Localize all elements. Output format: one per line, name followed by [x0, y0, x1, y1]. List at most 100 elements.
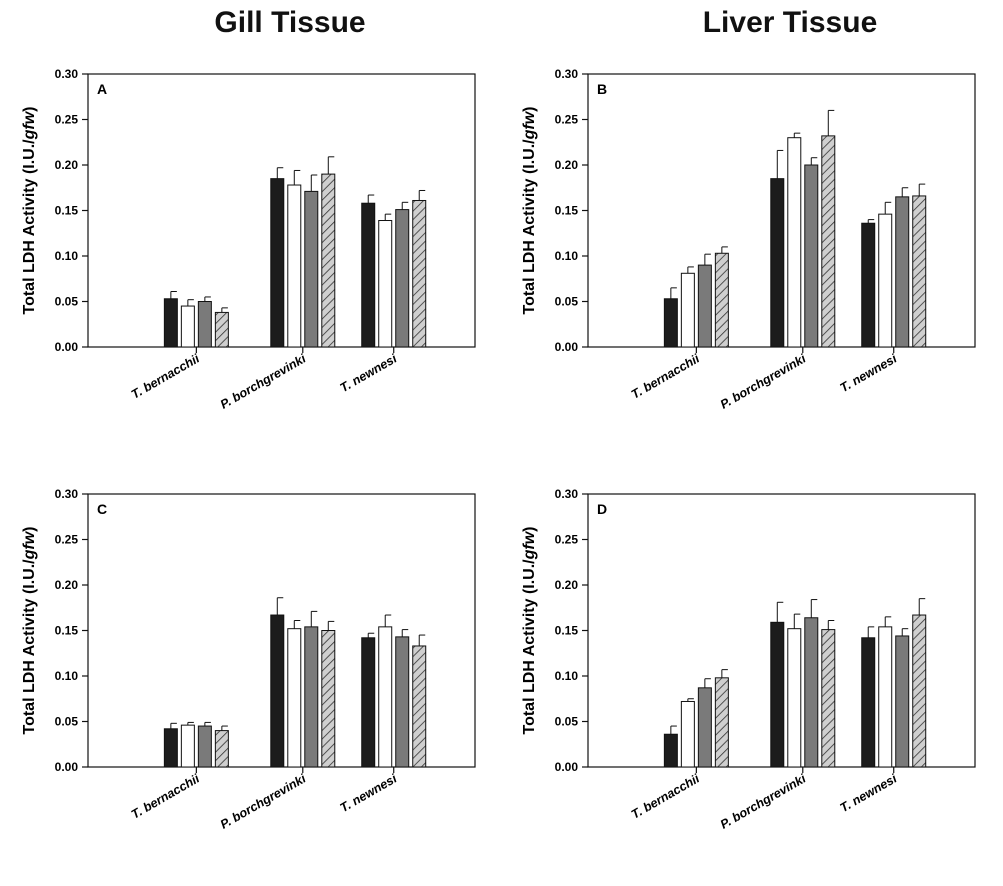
panel-label: A [97, 81, 107, 97]
bar [861, 637, 876, 768]
liver-tissue-title: Liver Tissue [702, 6, 878, 39]
bar [180, 724, 195, 768]
bar [412, 199, 427, 348]
y-tick-label: 0.05 [55, 295, 79, 309]
y-tick-label: 0.25 [55, 113, 79, 127]
bar [270, 178, 285, 348]
x-tick-label: T. newnesi [338, 351, 400, 395]
bar [714, 677, 729, 768]
bar [804, 164, 819, 348]
bar [361, 637, 376, 768]
y-tick-label: 0.05 [555, 295, 579, 309]
bar [214, 311, 229, 348]
y-tick-label: 0.20 [55, 158, 79, 172]
bar [770, 621, 785, 768]
y-tick-label: 0.00 [55, 340, 79, 354]
y-tick-label: 0.10 [555, 669, 579, 683]
x-tick-label: T. bernacchii [629, 771, 702, 821]
x-tick-label: P. borchgrevinki [218, 351, 309, 412]
bar [878, 213, 893, 348]
y-tick-label: 0.05 [555, 715, 579, 729]
y-tick-label: 0.15 [55, 204, 79, 218]
y-tick-label: 0.00 [555, 760, 579, 774]
bar [804, 617, 819, 768]
y-tick-label: 0.30 [55, 487, 79, 501]
y-tick-label: 0.15 [555, 624, 579, 638]
bar [321, 173, 336, 348]
chart-panel-c: 0.00 0.05 0.10 0.15 0.20 0.25 0.30 Total LDH Ac… [21, 487, 476, 832]
y-tick-label: 0.25 [555, 113, 579, 127]
bar [663, 298, 678, 348]
bar [895, 635, 910, 768]
y-tick-label: 0.30 [555, 487, 579, 501]
y-tick-label: 0.20 [555, 158, 579, 172]
y-tick-label: 0.10 [555, 249, 579, 263]
x-tick-label: P. borchgrevinki [218, 771, 309, 832]
y-axis-label: Total LDH Activity (I.U./gfw) [521, 527, 538, 735]
x-tick-label: T. newnesi [338, 771, 400, 815]
bar [861, 222, 876, 348]
y-axis-label: Total LDH Activity (I.U./gfw) [521, 107, 538, 315]
bar [287, 184, 302, 348]
x-tick-label: T. newnesi [838, 771, 900, 815]
panel-label: C [97, 501, 107, 517]
bar [395, 209, 410, 348]
chart-panel-d: 0.00 0.05 0.10 0.15 0.20 0.25 0.30 Total LDH Ac… [521, 487, 976, 832]
bar [878, 626, 893, 768]
bar [770, 178, 785, 348]
bar [378, 626, 393, 768]
bar [163, 298, 178, 348]
bar [361, 202, 376, 348]
panel-label: B [597, 81, 607, 97]
bar [787, 628, 802, 768]
y-tick-label: 0.00 [55, 760, 79, 774]
bar [304, 190, 319, 348]
bar [270, 614, 285, 768]
bar [680, 700, 695, 768]
bar [912, 614, 927, 768]
y-axis-label: Total LDH Activity (I.U./gfw) [21, 527, 38, 735]
bar [680, 272, 695, 348]
bar [412, 645, 427, 768]
x-tick-label: P. borchgrevinki [718, 771, 809, 832]
y-tick-label: 0.25 [55, 533, 79, 547]
bar [395, 636, 410, 768]
y-tick-label: 0.05 [55, 715, 79, 729]
gill-tissue-title: Gill Tissue [214, 6, 366, 39]
y-tick-label: 0.30 [555, 67, 579, 81]
y-tick-label: 0.10 [55, 249, 79, 263]
y-tick-label: 0.00 [555, 340, 579, 354]
bar [378, 220, 393, 348]
y-axis-label: Total LDH Activity (I.U./gfw) [21, 107, 38, 315]
y-tick-label: 0.20 [55, 578, 79, 592]
x-tick-label: T. bernacchii [129, 351, 202, 401]
bar [697, 687, 712, 768]
bar [197, 301, 212, 348]
bar [787, 137, 802, 348]
bar [895, 196, 910, 348]
bar [912, 195, 927, 348]
x-tick-label: P. borchgrevinki [718, 351, 809, 412]
y-tick-label: 0.15 [55, 624, 79, 638]
bar [214, 730, 229, 768]
bar [197, 725, 212, 768]
bar [180, 305, 195, 348]
bar [321, 630, 336, 768]
y-tick-label: 0.25 [555, 533, 579, 547]
bar [663, 733, 678, 768]
y-tick-label: 0.15 [555, 204, 579, 218]
x-tick-label: T. bernacchii [129, 771, 202, 821]
bar [714, 252, 729, 348]
bar [821, 629, 836, 768]
bar [821, 135, 836, 348]
bar [163, 728, 178, 768]
x-tick-label: T. newnesi [838, 351, 900, 395]
y-tick-label: 0.30 [55, 67, 79, 81]
bar [304, 626, 319, 768]
panel-label: D [597, 501, 607, 517]
bar [287, 628, 302, 768]
y-tick-label: 0.10 [55, 669, 79, 683]
x-tick-label: T. bernacchii [629, 351, 702, 401]
y-tick-label: 0.20 [555, 578, 579, 592]
bar [697, 264, 712, 348]
